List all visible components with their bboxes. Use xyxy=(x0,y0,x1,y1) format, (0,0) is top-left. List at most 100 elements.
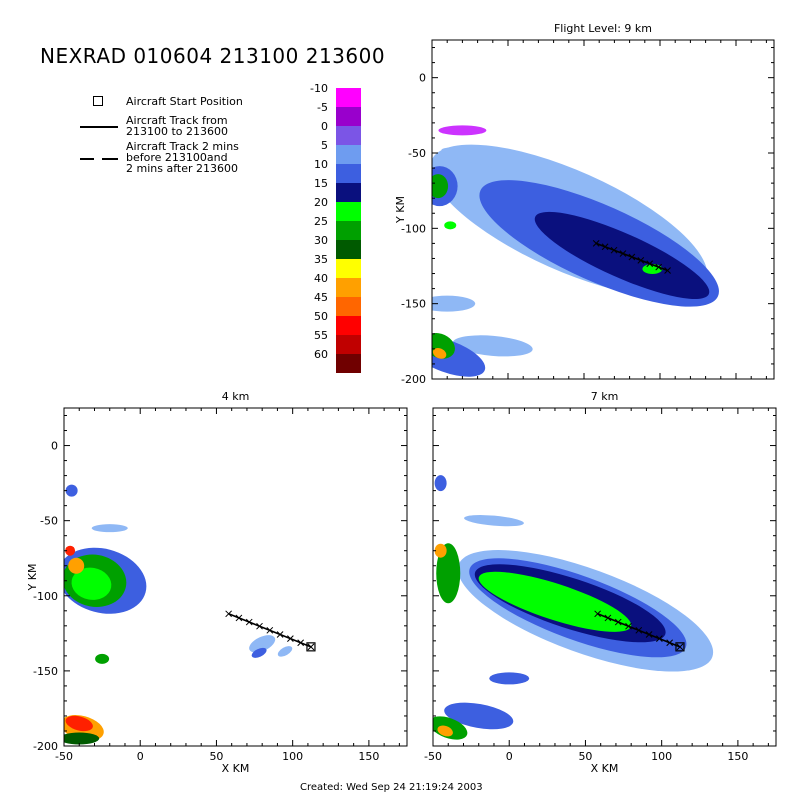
colorbar-swatch xyxy=(336,316,361,335)
x-tick-label: 50 xyxy=(209,750,223,763)
track-marker xyxy=(307,643,315,651)
echo-region xyxy=(444,221,457,230)
panel-title: 4 km xyxy=(222,390,250,403)
colorbar-label: 30 xyxy=(314,234,328,247)
y-tick-label: 0 xyxy=(419,72,426,85)
colorbar-label: 55 xyxy=(314,329,328,342)
colorbar-swatch xyxy=(336,297,361,316)
track-marker xyxy=(619,250,627,257)
echo-region xyxy=(65,715,93,732)
colorbar-swatch xyxy=(336,164,361,183)
colorbar-swatch xyxy=(336,88,361,107)
x-tick-label: -50 xyxy=(424,750,442,763)
echo-region xyxy=(464,515,524,527)
echo-region xyxy=(452,335,533,357)
panel-7km: -50 0 50 100 150 7 km X KM xyxy=(424,390,777,775)
aircraft-start-square xyxy=(675,642,685,652)
echo-region xyxy=(478,571,632,632)
echo-region xyxy=(444,702,514,730)
track-marker xyxy=(592,240,600,247)
track-marker xyxy=(601,243,609,251)
echo-region xyxy=(441,147,560,174)
dashed-track-line-icon xyxy=(80,158,94,160)
echo-region xyxy=(436,543,461,604)
track-marker xyxy=(594,610,601,618)
track-marker xyxy=(645,631,653,638)
colorbar-label: 35 xyxy=(314,253,328,266)
colorbar-label: 15 xyxy=(314,177,328,190)
colorbar-label: 5 xyxy=(321,139,328,152)
aircraft-start-square xyxy=(306,642,316,652)
panel-title: 7 km xyxy=(591,390,619,403)
y-tick-label: -50 xyxy=(40,515,58,528)
echo-region xyxy=(432,333,455,359)
echo-field xyxy=(433,475,714,740)
legend-start-label: Aircraft Start Position xyxy=(126,95,243,108)
track-marker xyxy=(625,622,632,630)
colorbar-label: -10 xyxy=(310,82,328,95)
track-marker xyxy=(664,267,671,274)
y-tick-label: 0 xyxy=(51,440,58,453)
colorbar-swatch xyxy=(336,354,361,373)
echo-region xyxy=(64,732,100,745)
echo-region xyxy=(437,725,453,737)
legend-track2-label-3: 2 mins after 213600 xyxy=(126,162,238,175)
colorbar-label: 60 xyxy=(314,348,328,361)
x-tick-label: 50 xyxy=(578,750,592,763)
panel-4km: -50 0 50 100 150 0 -50 -100 -150 -200 4 km X KM Y KM xyxy=(26,390,408,775)
dashed-track-line-icon-segment xyxy=(102,158,118,160)
plot-frame xyxy=(432,407,777,747)
x-axis-label: X KM xyxy=(591,762,619,775)
plot-frame xyxy=(431,39,775,380)
colorbar-label: 20 xyxy=(314,196,328,209)
legend-track-label-2: 213100 to 213600 xyxy=(126,125,229,138)
track-marker xyxy=(676,643,684,651)
colorbar-label: 0 xyxy=(321,120,328,133)
y-tick-label: -100 xyxy=(33,590,58,603)
colorbar-swatch xyxy=(336,145,361,164)
colorbar-swatch xyxy=(336,221,361,240)
y-tick-label: -100 xyxy=(401,222,426,235)
echo-region xyxy=(434,543,447,558)
echo-region xyxy=(249,635,276,653)
colorbar-swatch xyxy=(336,240,361,259)
track-marker xyxy=(635,626,643,634)
echo-region xyxy=(65,484,78,497)
solid-track-line-icon xyxy=(80,126,118,128)
x-tick-label: -50 xyxy=(55,750,73,763)
x-tick-label: 0 xyxy=(506,750,513,763)
x-tick-label: 0 xyxy=(137,750,144,763)
echo-region xyxy=(91,524,128,533)
track-marker xyxy=(655,263,663,271)
echo-region xyxy=(251,647,267,658)
colorbar-swatch xyxy=(336,278,361,297)
x-axis-label: X KM xyxy=(222,762,250,775)
echo-region xyxy=(434,475,447,492)
y-tick-label: -50 xyxy=(408,147,426,160)
echo-field xyxy=(432,125,719,377)
track-marker xyxy=(235,614,243,622)
track-marker xyxy=(656,635,663,642)
y-axis-label: Y KM xyxy=(394,196,407,224)
y-axis-label: Y KM xyxy=(26,564,39,592)
colorbar-label: 25 xyxy=(314,215,328,228)
x-tick-label: 100 xyxy=(651,750,672,763)
created-footer: Created: Wed Sep 24 21:19:24 2003 xyxy=(300,782,483,793)
track-marker xyxy=(276,631,284,638)
track-marker xyxy=(225,610,232,618)
colorbar-swatch xyxy=(336,335,361,354)
legend-track2-label-2: before 213100and xyxy=(126,151,228,164)
panel-title: Flight Level: 9 km xyxy=(554,22,652,35)
echo-region xyxy=(65,545,76,556)
legend-track-label-1: Aircraft Track from xyxy=(126,114,228,127)
colorbar-swatch xyxy=(336,259,361,278)
x-tick-label: 150 xyxy=(727,750,748,763)
y-tick-label: -150 xyxy=(401,298,426,311)
echo-field xyxy=(64,484,293,745)
colorbar-label: -5 xyxy=(317,101,328,114)
legend-track2-label-1: Aircraft Track 2 mins xyxy=(126,140,239,153)
panel-9km: 0 -50 -100 -150 -200 Flight Level: 9 km Y KM xyxy=(394,22,775,386)
echo-region xyxy=(534,211,710,300)
x-tick-label: 150 xyxy=(358,750,379,763)
plot-frame xyxy=(63,407,408,747)
